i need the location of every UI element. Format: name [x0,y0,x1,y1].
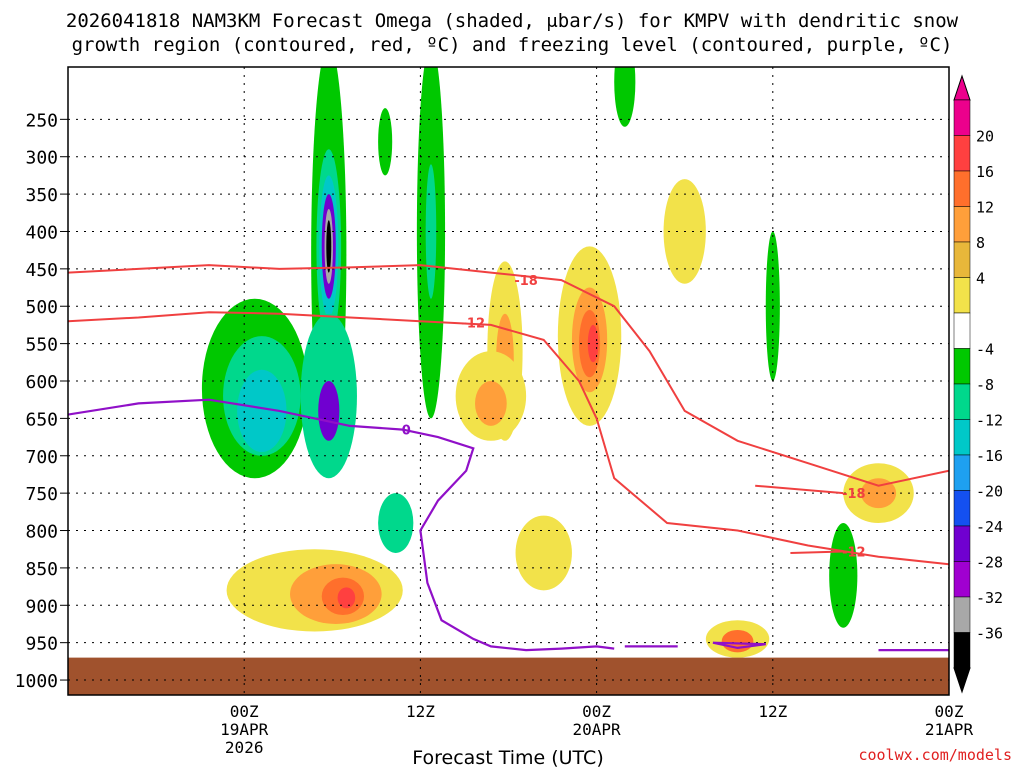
colorbar-label: -16 [976,447,1003,465]
y-tick-label: 500 [25,297,58,318]
colorbar-swatch [953,348,971,385]
omega-cell [425,164,437,299]
y-tick-label: 650 [25,409,58,430]
terrain-below-ground [68,657,949,695]
y-tick-label: 1000 [15,671,58,692]
x-axis-label: Forecast Time (UTC) [412,747,603,768]
grid [68,67,950,695]
y-tick-label: 300 [25,148,58,169]
contours: -18 -12 -18 -12 0 [68,264,949,652]
colorbar-label: 12 [976,199,994,217]
x-tick-label: 00Z [230,702,259,721]
dgz-contour-label: -12 [462,317,486,332]
colorbar-swatch [953,383,971,420]
credit-text: coolwx.com/models [858,746,1012,764]
colorbar-label: -12 [976,412,1003,430]
freezing-level-label: 0 [402,424,411,439]
colorbar-swatch [953,490,971,527]
omega-cell [237,369,287,453]
chart-title-line2: growth region (contoured, red, ºC) and f… [72,34,953,56]
dgz-contour [790,550,844,554]
colorbar-label: -8 [976,376,994,394]
colorbar-swatch [953,525,971,562]
x-tick-label: 20APR [573,720,622,739]
omega-cell [587,324,599,363]
colorbar-label: 8 [976,234,985,252]
dgz-contour-label: -12 [842,545,866,560]
y-tick-label: 450 [25,260,58,281]
dgz-contour [68,264,949,487]
freezing-level-contour [68,398,615,652]
colorbar-swatch [953,454,971,491]
colorbar-swatch [953,596,971,633]
colorbar-swatch [953,135,971,172]
chart-title-line1: 2026041818 NAM3KM Forecast Omega (shaded… [66,10,959,32]
omega-cell [614,67,636,127]
y-tick-label: 250 [25,110,58,131]
dgz-contour-label: -18 [842,487,866,502]
colorbar-label: 20 [976,128,994,146]
colorbar-label: 16 [976,163,994,181]
colorbar-swatch [953,632,971,669]
x-tick-label: 12Z [406,702,435,721]
y-tick-label: 550 [25,335,58,356]
colorbar-label: -20 [976,483,1003,501]
y-tick-label: 350 [25,185,58,206]
omega-cell [337,587,356,609]
omega-cell [475,381,507,426]
colorbar-bottom-arrow [953,667,971,694]
colorbar: 20 16 12 8 4 -4 -8 -12 -16 -20 -24 -28 -32 -36 [953,74,1003,694]
omega-cell [829,523,858,628]
colorbar-swatch [953,99,971,136]
colorbar-swatch [953,277,971,314]
colorbar-swatch [953,206,971,243]
omega-field [68,67,949,695]
y-tick-label: 800 [25,522,58,543]
omega-cell [378,108,393,176]
dgz-contour [68,311,949,566]
omega-cell [378,493,414,553]
x-tick-label: 00Z [582,702,611,721]
dgz-contour [755,484,844,495]
freezing-level-contour-segment [712,641,766,650]
dgz-contour-label: -18 [514,274,538,289]
omega-cell [860,478,897,509]
y-axis: 250 300 350 400 450 500 550 600 650 700 750 800 850 9… [15,110,68,692]
x-tick-label: 00Z [935,702,964,721]
colorbar-label: -4 [976,341,994,359]
omega-cell [515,515,572,591]
y-tick-label: 950 [25,634,58,655]
colorbar-swatch [953,419,971,456]
y-tick-label: 400 [25,222,58,243]
colorbar-swatch [953,170,971,207]
colorbar-swatch [953,561,971,598]
omega-cell [721,629,754,653]
x-tick-label: 19APR [220,720,269,739]
omega-cell [326,220,332,273]
colorbar-label: -32 [976,589,1003,607]
y-tick-label: 750 [25,484,58,505]
y-tick-label: 850 [25,559,58,580]
x-tick-label: 12Z [758,702,787,721]
colorbar-label: 4 [976,270,985,288]
colorbar-label: -28 [976,554,1003,572]
x-tick-label: 21APR [925,720,974,739]
y-tick-label: 700 [25,447,58,468]
omega-cell [318,381,340,441]
colorbar-swatch [953,312,971,349]
colorbar-label: -36 [976,625,1003,643]
colorbar-label: -24 [976,518,1003,536]
colorbar-top-arrow [953,74,971,101]
y-tick-label: 900 [25,596,58,617]
colorbar-swatch [953,241,971,278]
x-tick-label: 2026 [225,738,264,757]
y-tick-label: 600 [25,372,58,393]
